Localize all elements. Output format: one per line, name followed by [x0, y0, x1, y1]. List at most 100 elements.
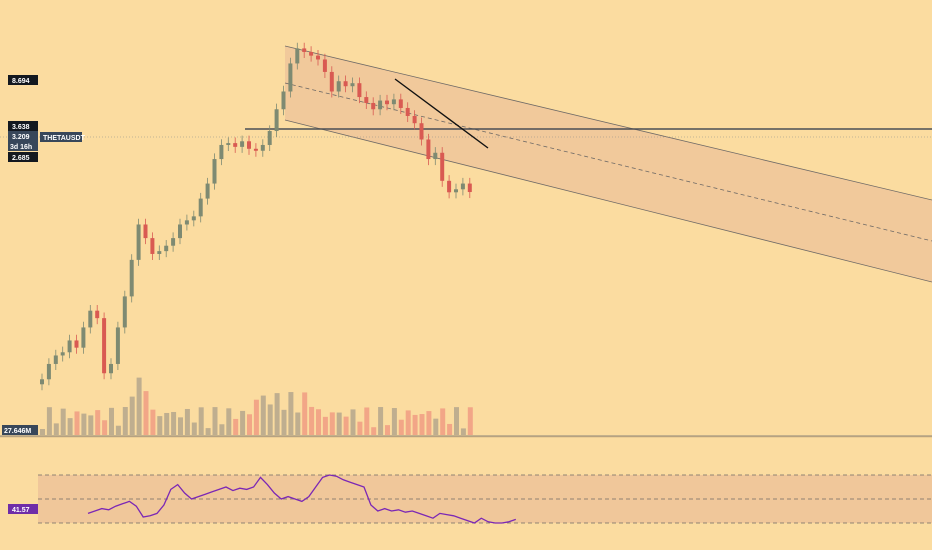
- candle-body[interactable]: [164, 245, 169, 252]
- candle-body[interactable]: [433, 152, 438, 160]
- volume-bar: [440, 408, 446, 435]
- candle-body[interactable]: [343, 81, 348, 87]
- volume-bar: [281, 409, 287, 435]
- candle-body[interactable]: [336, 81, 341, 92]
- candle-body[interactable]: [150, 238, 155, 254]
- candle-body[interactable]: [316, 55, 320, 60]
- candle-body[interactable]: [309, 51, 314, 56]
- rsi-value-label: 41.57: [12, 507, 30, 514]
- candle-body[interactable]: [212, 159, 217, 184]
- level-price-badge: 3.638: [8, 121, 38, 131]
- candle-body[interactable]: [129, 259, 134, 297]
- volume-bar: [309, 406, 315, 435]
- candle-body[interactable]: [40, 379, 44, 385]
- candle-body[interactable]: [260, 144, 265, 151]
- candle-body[interactable]: [219, 144, 224, 160]
- candle-body[interactable]: [440, 152, 445, 181]
- candle-body[interactable]: [295, 48, 300, 64]
- volume-bar: [322, 416, 328, 435]
- volume-bar: [412, 414, 418, 435]
- candle-body[interactable]: [88, 310, 93, 328]
- candle-body[interactable]: [157, 251, 162, 254]
- candle-body[interactable]: [226, 143, 231, 145]
- channel-lower-line[interactable]: [284, 119, 932, 283]
- candle-body[interactable]: [233, 143, 238, 147]
- candle-body[interactable]: [171, 238, 176, 246]
- candle-body[interactable]: [302, 48, 307, 52]
- symbol-badge[interactable]: THETAUSDT: [40, 132, 86, 142]
- candle-body[interactable]: [412, 115, 417, 124]
- volume-bar: [385, 425, 390, 435]
- volume-bar: [454, 407, 459, 435]
- candle-body[interactable]: [136, 224, 141, 260]
- candle-body[interactable]: [81, 327, 86, 348]
- candle-body[interactable]: [385, 100, 389, 105]
- candle-body[interactable]: [74, 340, 79, 348]
- candle-body[interactable]: [191, 216, 196, 221]
- candle-body[interactable]: [329, 71, 334, 92]
- candle-body[interactable]: [67, 340, 72, 353]
- candle-body[interactable]: [122, 296, 127, 328]
- volume-bar: [378, 407, 384, 435]
- volume-bars-group: [40, 377, 473, 435]
- candle-body[interactable]: [115, 327, 120, 364]
- volume-bar: [274, 393, 280, 435]
- volume-bar: [405, 410, 411, 435]
- volume-bar: [226, 408, 232, 435]
- volume-bar: [288, 392, 294, 435]
- candle-body[interactable]: [322, 59, 327, 72]
- candles-group: [40, 42, 472, 391]
- candle-body[interactable]: [357, 83, 362, 98]
- candle-body[interactable]: [460, 183, 465, 190]
- candle-body[interactable]: [247, 141, 251, 149]
- candle-body[interactable]: [267, 131, 272, 145]
- candle-body[interactable]: [274, 109, 279, 132]
- candle-body[interactable]: [205, 183, 210, 199]
- candle-body[interactable]: [102, 318, 107, 374]
- candle-body[interactable]: [288, 63, 293, 92]
- volume-bar: [260, 395, 266, 435]
- volume-bar: [205, 428, 211, 435]
- candle-body[interactable]: [454, 189, 458, 193]
- rsi-line[interactable]: [87, 474, 517, 524]
- rsi-badge: 41.57: [8, 504, 38, 514]
- candle-body[interactable]: [371, 102, 376, 110]
- candle-body[interactable]: [184, 220, 189, 225]
- candle-body[interactable]: [405, 107, 410, 116]
- candle-body[interactable]: [178, 224, 182, 239]
- candle-body[interactable]: [364, 97, 369, 103]
- volume-bar: [253, 399, 259, 435]
- trendline[interactable]: [394, 78, 489, 149]
- candle-body[interactable]: [143, 224, 148, 239]
- channel-upper-line[interactable]: [284, 45, 932, 201]
- candle-body[interactable]: [391, 99, 396, 105]
- candle-body[interactable]: [378, 100, 383, 110]
- candle-body[interactable]: [60, 352, 65, 356]
- candle-body[interactable]: [467, 183, 472, 193]
- candle-body[interactable]: [426, 139, 431, 160]
- candle-body[interactable]: [95, 310, 100, 319]
- candle-body[interactable]: [350, 83, 355, 87]
- volume-bar: [350, 409, 356, 435]
- volume-bar: [357, 421, 363, 435]
- volume-bar: [67, 418, 73, 435]
- candle-body[interactable]: [198, 198, 203, 217]
- volume-bar: [391, 408, 397, 435]
- candle-body[interactable]: [53, 355, 58, 364]
- countdown-label: 3d 16h: [10, 144, 32, 151]
- candle-body[interactable]: [109, 363, 113, 374]
- candle-body[interactable]: [253, 148, 258, 151]
- volume-bar: [95, 410, 101, 435]
- candle-body[interactable]: [240, 141, 245, 147]
- high-price-label: 8.694: [12, 78, 30, 85]
- volume-bar: [329, 412, 335, 435]
- volume-bar: [191, 422, 197, 435]
- candle-body[interactable]: [46, 363, 51, 380]
- candle-body[interactable]: [419, 123, 424, 140]
- candle-body[interactable]: [447, 180, 452, 193]
- candle-body[interactable]: [398, 99, 403, 108]
- candle-body[interactable]: [281, 91, 286, 110]
- low-price-label: 2.685: [12, 155, 30, 162]
- channel-middle-line[interactable]: [284, 82, 932, 242]
